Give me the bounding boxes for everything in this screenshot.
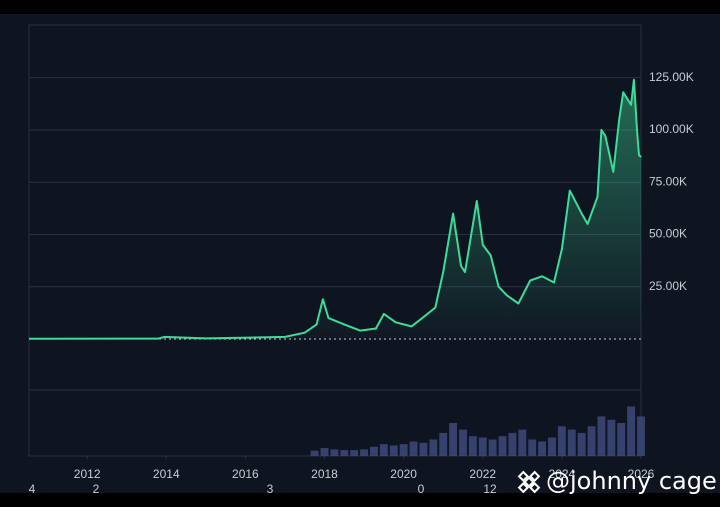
volume-bar (508, 432, 517, 456)
volume-bar (370, 446, 378, 456)
y-tick-label: 25.00K (649, 279, 687, 293)
volume-bar (389, 445, 398, 456)
volume-bar (459, 429, 467, 456)
volume-bar (409, 441, 418, 456)
volume-bar (379, 444, 388, 456)
y-tick-label: 75.00K (649, 174, 687, 188)
volume-bar (567, 429, 576, 456)
x-tick-label: 2012 (74, 467, 101, 481)
watermark: @johnny cage (517, 467, 717, 495)
cropped-label: 0 (418, 482, 425, 496)
cropped-label: 12 (483, 482, 497, 496)
volume-bar (607, 419, 616, 456)
watermark-text: @johnny cage (546, 467, 717, 495)
volume-bar (548, 437, 556, 456)
cropped-label: 4 (29, 482, 36, 496)
volume-bar (617, 423, 626, 456)
x-tick-label: 2024 (549, 467, 576, 481)
volume-bar (399, 444, 408, 456)
volume-bar (468, 436, 477, 456)
x-tick-label: 2020 (390, 467, 417, 481)
volume-bar (538, 441, 547, 456)
volume-bar (320, 448, 329, 456)
volume-bar (577, 432, 586, 456)
volume-bar (439, 432, 448, 456)
volume-bar (528, 439, 537, 456)
x-tick-label: 2026 (628, 467, 655, 481)
price-line (28, 78, 642, 340)
volume-bar (429, 439, 438, 456)
volume-bar (360, 449, 369, 456)
x-tick-label: 2014 (153, 467, 180, 481)
volume-bar (449, 423, 458, 456)
volume-bar (488, 439, 497, 456)
volume-bar (498, 436, 507, 456)
cropped-label: 3 (267, 482, 274, 496)
volume-bar (518, 429, 527, 456)
volume-bar (419, 442, 428, 456)
y-tick-label: 50.00K (649, 227, 687, 241)
volume-bar (597, 416, 606, 456)
x-tick-label: 2016 (232, 467, 259, 481)
cropped-label: 2 (93, 482, 100, 496)
logo (517, 470, 541, 494)
volume-bar (310, 450, 319, 456)
volume-bar (478, 437, 487, 456)
volume-bar (340, 450, 349, 456)
y-tick-label: 100.00K (649, 122, 694, 136)
volume-bar (627, 406, 636, 456)
y-tick-label: 125.00K (649, 70, 694, 84)
top-bar (0, 0, 720, 14)
volume-bar (637, 416, 645, 456)
bottom-bar (0, 493, 720, 507)
x-tick-label: 2022 (469, 467, 496, 481)
area (29, 79, 641, 339)
volume-bar (587, 426, 596, 456)
volume-bar (350, 450, 359, 456)
x-tick-label: 2018 (311, 467, 338, 481)
volume-bar (557, 426, 566, 456)
volume-bar (330, 449, 339, 456)
